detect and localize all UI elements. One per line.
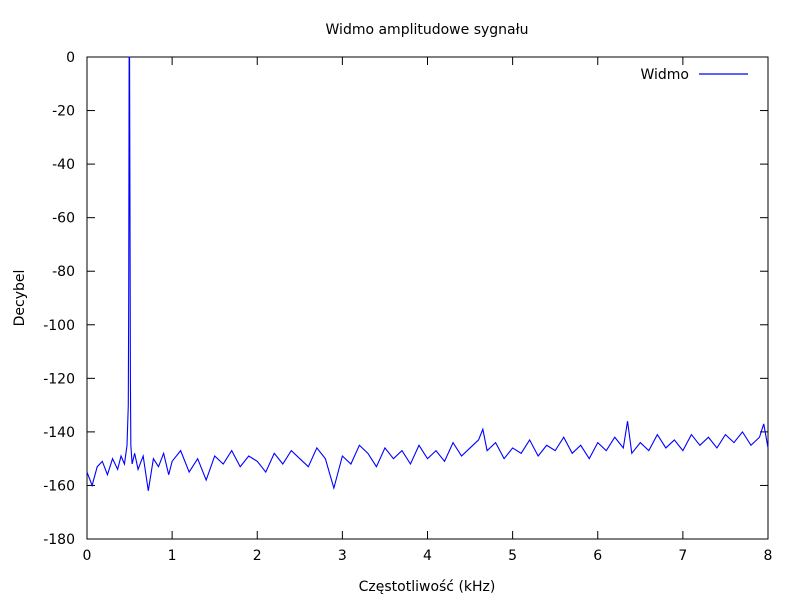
plot-area-frame xyxy=(86,56,769,540)
y-tick-label: -120 xyxy=(43,371,75,387)
x-axis-label: Częstotliwość (kHz) xyxy=(359,579,496,595)
y-tick-label: -160 xyxy=(43,478,75,494)
x-tick-label: 4 xyxy=(423,548,432,564)
y-tick-label: -140 xyxy=(43,425,75,441)
y-tick-label: -20 xyxy=(52,104,75,120)
x-tick-label: 2 xyxy=(253,548,262,564)
x-axis: 0 1 2 3 4 5 6 7 8 xyxy=(83,57,773,564)
legend: Widmo xyxy=(640,67,748,83)
y-tick-label: -180 xyxy=(43,532,75,548)
y-axis-label: Decybel xyxy=(12,270,28,327)
y-axis: 0 -20 -40 -60 -80 -100 -120 -140 -160 -180 xyxy=(43,50,768,548)
series-layer xyxy=(86,56,769,491)
y-tick-label: -60 xyxy=(52,211,75,227)
x-tick-label: 5 xyxy=(508,548,517,564)
y-tick-label: 0 xyxy=(66,50,75,66)
y-tick-label: -80 xyxy=(52,264,75,280)
x-tick-label: 6 xyxy=(593,548,602,564)
x-tick-label: 1 xyxy=(168,548,177,564)
y-tick-label: -100 xyxy=(43,318,75,334)
legend-label: Widmo xyxy=(640,67,689,83)
x-tick-label: 0 xyxy=(83,548,92,564)
chart-title: Widmo amplitudowe sygnału xyxy=(326,22,529,38)
x-tick-label: 8 xyxy=(764,548,773,564)
x-tick-label: 3 xyxy=(338,548,347,564)
y-tick-label: -40 xyxy=(52,157,75,173)
x-tick-label: 7 xyxy=(678,548,687,564)
series-line-widmo xyxy=(86,56,769,491)
